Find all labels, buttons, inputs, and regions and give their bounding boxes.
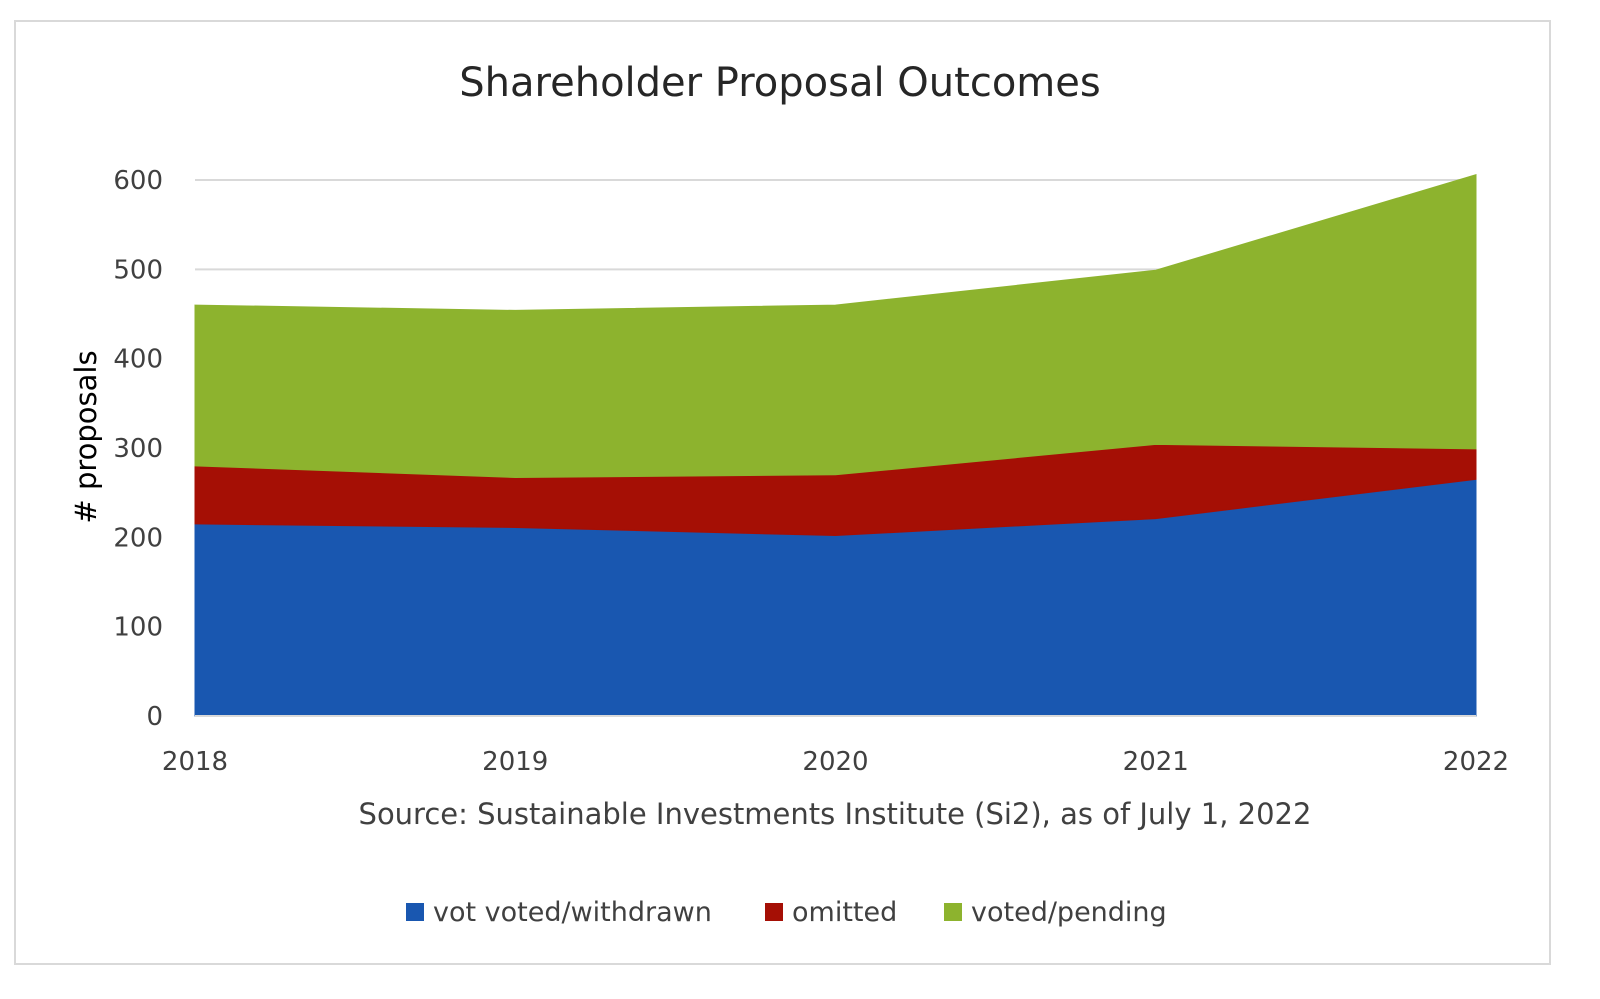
x-tick-label: 2019 [482,747,548,777]
x-axis-label: Source: Sustainable Investments Institut… [359,797,1312,831]
y-axis: 0 100 200 300 400 500 600 [113,166,163,732]
chart-title: Shareholder Proposal Outcomes [459,60,1100,106]
x-tick-label: 2018 [162,747,228,777]
x-tick-label: 2020 [802,747,868,777]
legend-label: vot voted/withdrawn [433,897,712,928]
y-tick-label: 500 [113,255,163,285]
x-tick-label: 2022 [1443,747,1509,777]
y-tick-label: 0 [146,702,163,732]
x-axis: 2018 2019 2020 2021 2022 [162,715,1509,777]
legend-item: voted/pending [944,897,1167,928]
area-series-3 [194,173,1477,478]
legend-item: omitted [765,897,897,928]
legend-label: omitted [792,897,897,928]
legend-swatch [406,903,424,921]
legend-swatch [944,903,962,921]
legend: vot voted/withdrawn omitted voted/pending [406,897,1167,928]
y-axis-label: # proposals [69,350,103,523]
y-tick-label: 400 [113,345,163,375]
x-tick-label: 2021 [1123,747,1189,777]
legend-swatch [765,903,783,921]
y-tick-label: 200 [113,523,163,553]
plot-area [194,173,1477,717]
y-tick-label: 300 [113,434,163,464]
y-tick-label: 600 [113,166,163,196]
legend-item: vot voted/withdrawn [406,897,712,928]
y-tick-label: 100 [113,613,163,643]
legend-label: voted/pending [971,897,1167,928]
